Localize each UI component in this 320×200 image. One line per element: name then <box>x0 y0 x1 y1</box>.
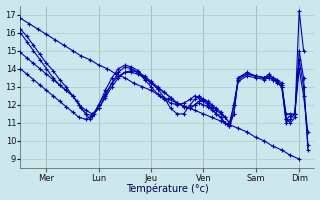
X-axis label: Température (°c): Température (°c) <box>126 184 209 194</box>
